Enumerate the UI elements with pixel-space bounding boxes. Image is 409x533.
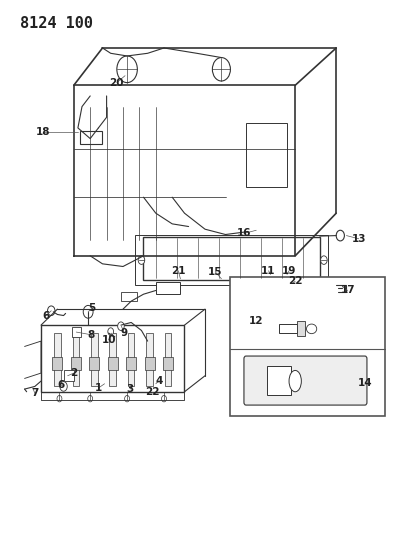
Circle shape xyxy=(57,395,62,402)
Text: 10: 10 xyxy=(101,335,116,345)
Text: 1: 1 xyxy=(94,383,102,393)
Bar xyxy=(144,357,154,370)
Bar xyxy=(121,292,137,301)
Bar xyxy=(229,277,384,416)
Bar xyxy=(146,333,153,386)
Bar xyxy=(71,357,81,370)
Bar xyxy=(135,235,327,285)
Circle shape xyxy=(124,395,129,402)
Bar xyxy=(89,357,99,370)
Text: 14: 14 xyxy=(357,378,371,387)
Text: 12: 12 xyxy=(248,316,263,326)
Circle shape xyxy=(161,395,166,402)
Circle shape xyxy=(212,58,230,81)
Ellipse shape xyxy=(288,370,301,392)
Text: 20: 20 xyxy=(109,78,124,87)
Bar xyxy=(143,237,319,280)
Text: 4: 4 xyxy=(155,376,162,385)
Bar xyxy=(109,333,116,386)
Text: 21: 21 xyxy=(171,266,185,276)
Bar xyxy=(52,357,62,370)
Bar xyxy=(278,324,297,333)
Bar xyxy=(128,333,134,386)
FancyBboxPatch shape xyxy=(243,356,366,405)
Circle shape xyxy=(138,256,144,264)
Bar xyxy=(297,321,305,336)
Text: 22: 22 xyxy=(145,387,160,397)
Ellipse shape xyxy=(306,324,316,334)
Bar xyxy=(266,366,290,395)
Text: 13: 13 xyxy=(351,234,365,244)
Text: 22: 22 xyxy=(287,277,302,286)
Circle shape xyxy=(117,322,124,330)
Text: 19: 19 xyxy=(281,266,296,276)
Text: 16: 16 xyxy=(236,229,251,238)
Bar xyxy=(80,131,102,144)
Circle shape xyxy=(108,328,113,335)
Bar xyxy=(126,357,136,370)
Circle shape xyxy=(47,306,55,316)
Text: 17: 17 xyxy=(339,286,354,295)
Bar xyxy=(41,325,184,392)
Circle shape xyxy=(60,382,67,391)
Text: 5: 5 xyxy=(88,303,96,313)
Bar xyxy=(164,333,171,386)
Circle shape xyxy=(320,256,326,264)
Text: 2: 2 xyxy=(70,368,77,378)
Bar xyxy=(108,357,117,370)
Bar xyxy=(155,282,180,294)
Bar xyxy=(54,333,61,386)
Text: 11: 11 xyxy=(261,266,275,276)
Bar xyxy=(245,123,286,187)
Bar xyxy=(72,327,81,337)
Text: 9: 9 xyxy=(120,328,128,337)
Circle shape xyxy=(83,305,93,318)
Text: 6: 6 xyxy=(43,311,50,320)
Circle shape xyxy=(88,395,92,402)
Circle shape xyxy=(117,56,137,83)
Text: 18: 18 xyxy=(36,127,50,137)
Bar xyxy=(72,333,79,386)
Text: 15: 15 xyxy=(207,267,222,277)
Circle shape xyxy=(335,230,344,241)
Text: 6: 6 xyxy=(57,380,64,390)
Text: 8: 8 xyxy=(87,330,94,340)
Bar xyxy=(91,333,97,386)
Text: 3: 3 xyxy=(126,384,134,394)
Text: 7: 7 xyxy=(31,389,38,398)
Bar xyxy=(163,357,173,370)
Bar xyxy=(63,370,74,381)
Text: 8124 100: 8124 100 xyxy=(20,16,93,31)
